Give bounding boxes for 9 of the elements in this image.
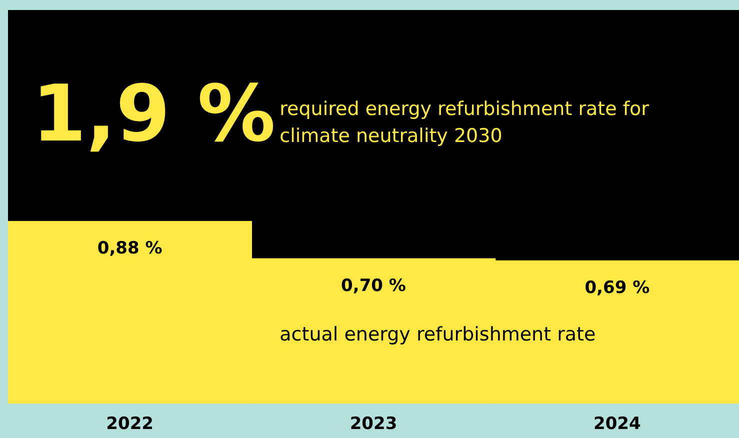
series-label: actual energy refurbishment rate bbox=[280, 324, 596, 346]
data-label: 0,70 % bbox=[341, 276, 406, 296]
series-label: required energy refurbishment rate for climate neutrality 2030 bbox=[280, 98, 650, 147]
x-tick-label: 2022 bbox=[106, 414, 154, 434]
total-label: 1,9 % bbox=[32, 69, 276, 160]
data-label: 0,88 % bbox=[97, 238, 162, 259]
x-tick-label: 2024 bbox=[594, 414, 641, 434]
data-label: 0,69 % bbox=[584, 278, 650, 298]
x-tick-label: 2023 bbox=[350, 414, 398, 434]
